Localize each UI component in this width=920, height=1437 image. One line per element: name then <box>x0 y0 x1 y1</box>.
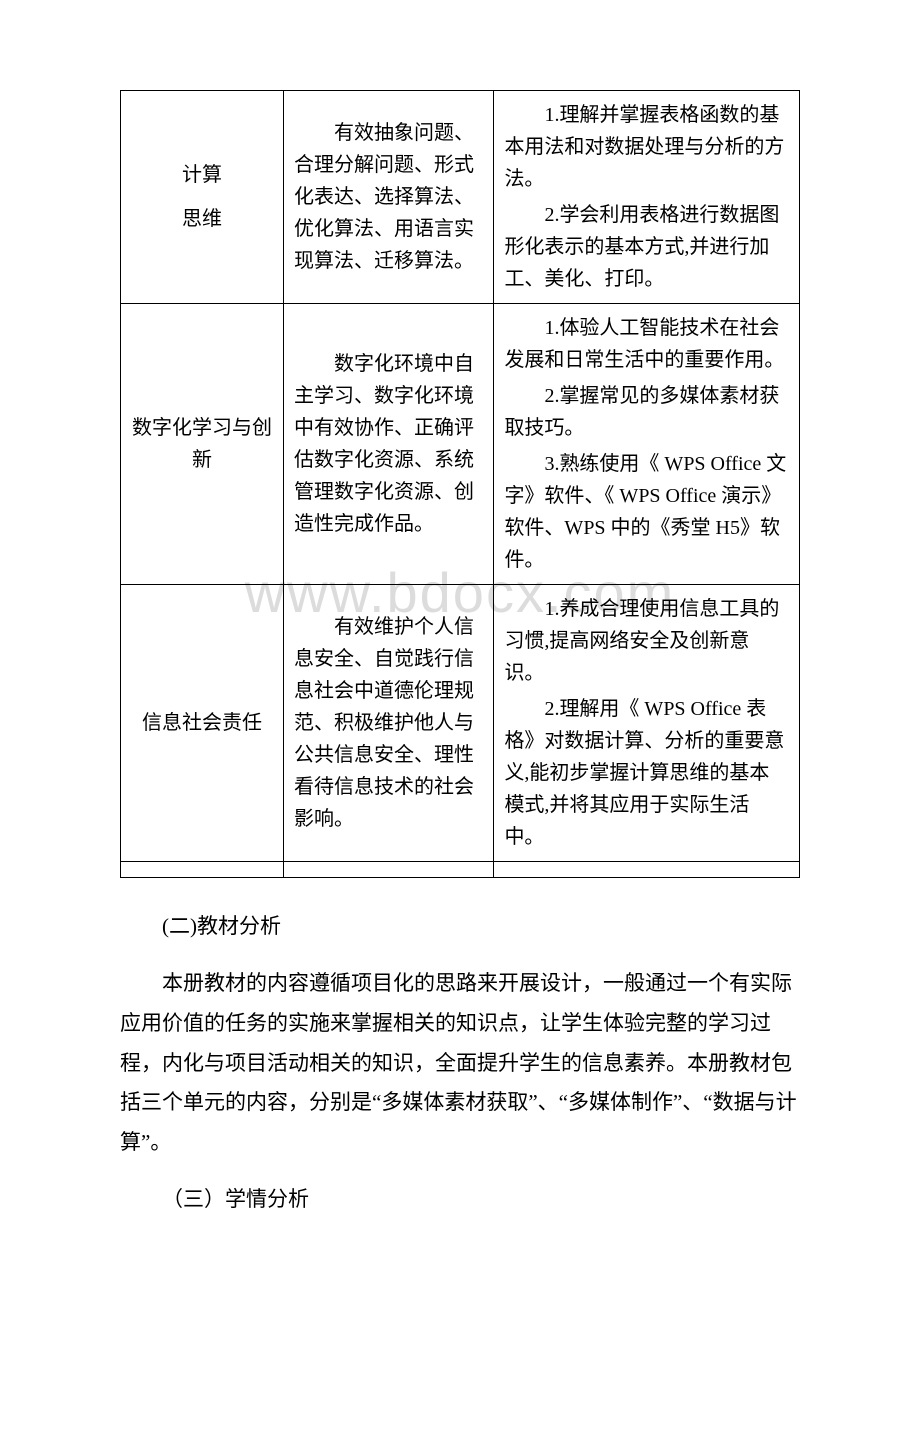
body-paragraph: 本册教材的内容遵循项目化的思路来开展设计，一般通过一个有实际应用价值的任务的实施… <box>120 964 800 1163</box>
col1-line: 信息社会责任 <box>142 712 262 734</box>
col3-item: 2.掌握常见的多媒体素材获取技巧。 <box>504 380 789 444</box>
table-row: 计算 思维 有效抽象问题、合理分解问题、形式化表达、选择算法、优化算法、用语言实… <box>121 91 800 304</box>
section-heading-2: (二)教材分析 <box>120 908 800 946</box>
cell-empty <box>283 862 493 878</box>
cell-empty <box>121 862 284 878</box>
table-row-empty <box>121 862 800 878</box>
cell-col2: 有效维护个人信息安全、自觉践行信息社会中道德伦理规范、积极维护他人与公共信息安全… <box>283 585 493 862</box>
cell-col3: 1.养成合理使用信息工具的习惯,提高网络安全及创新意识。 2.理解用《 WPS … <box>494 585 800 862</box>
cell-col1: 计算 思维 <box>121 91 284 304</box>
cell-col3: 1.体验人工智能技术在社会发展和日常生活中的重要作用。 2.掌握常见的多媒体素材… <box>494 304 800 585</box>
cell-empty <box>494 862 800 878</box>
col2-text: 数字化环境中自主学习、数字化环境中有效协作、正确评估数字化资源、系统管理数字化资… <box>294 348 483 540</box>
col3-item: 3.熟练使用《 WPS Office 文字》软件、《 WPS Office 演示… <box>504 448 789 576</box>
cell-col1: 数字化学习与创新 <box>121 304 284 585</box>
col3-item: 2.学会利用表格进行数据图形化表示的基本方式,并进行加工、美化、打印。 <box>504 199 789 295</box>
col1-line: 思维 <box>182 203 222 235</box>
table-row: 数字化学习与创新 数字化环境中自主学习、数字化环境中有效协作、正确评估数字化资源… <box>121 304 800 585</box>
cell-col2: 有效抽象问题、合理分解问题、形式化表达、选择算法、优化算法、用语言实现算法、迁移… <box>283 91 493 304</box>
cell-col2: 数字化环境中自主学习、数字化环境中有效协作、正确评估数字化资源、系统管理数字化资… <box>283 304 493 585</box>
col3-item: 1.体验人工智能技术在社会发展和日常生活中的重要作用。 <box>504 312 789 376</box>
col2-text: 有效抽象问题、合理分解问题、形式化表达、选择算法、优化算法、用语言实现算法、迁移… <box>294 117 483 277</box>
cell-col3: 1.理解并掌握表格函数的基本用法和对数据处理与分析的方法。 2.学会利用表格进行… <box>494 91 800 304</box>
col1-line: 数字化学习与创新 <box>132 417 272 471</box>
table-row: 信息社会责任 有效维护个人信息安全、自觉践行信息社会中道德伦理规范、积极维护他人… <box>121 585 800 862</box>
col3-item: 2.理解用《 WPS Office 表格》对数据计算、分析的重要意义,能初步掌握… <box>504 693 789 853</box>
page-content: 计算 思维 有效抽象问题、合理分解问题、形式化表达、选择算法、优化算法、用语言实… <box>120 90 800 1219</box>
col1-line: 计算 <box>182 159 222 191</box>
col3-item: 1.理解并掌握表格函数的基本用法和对数据处理与分析的方法。 <box>504 99 789 195</box>
cell-col1: 信息社会责任 <box>121 585 284 862</box>
core-competency-table: 计算 思维 有效抽象问题、合理分解问题、形式化表达、选择算法、优化算法、用语言实… <box>120 90 800 878</box>
col3-item: 1.养成合理使用信息工具的习惯,提高网络安全及创新意识。 <box>504 593 789 689</box>
section-heading-3: （三）学情分析 <box>120 1181 800 1219</box>
col2-text: 有效维护个人信息安全、自觉践行信息社会中道德伦理规范、积极维护他人与公共信息安全… <box>294 611 483 835</box>
